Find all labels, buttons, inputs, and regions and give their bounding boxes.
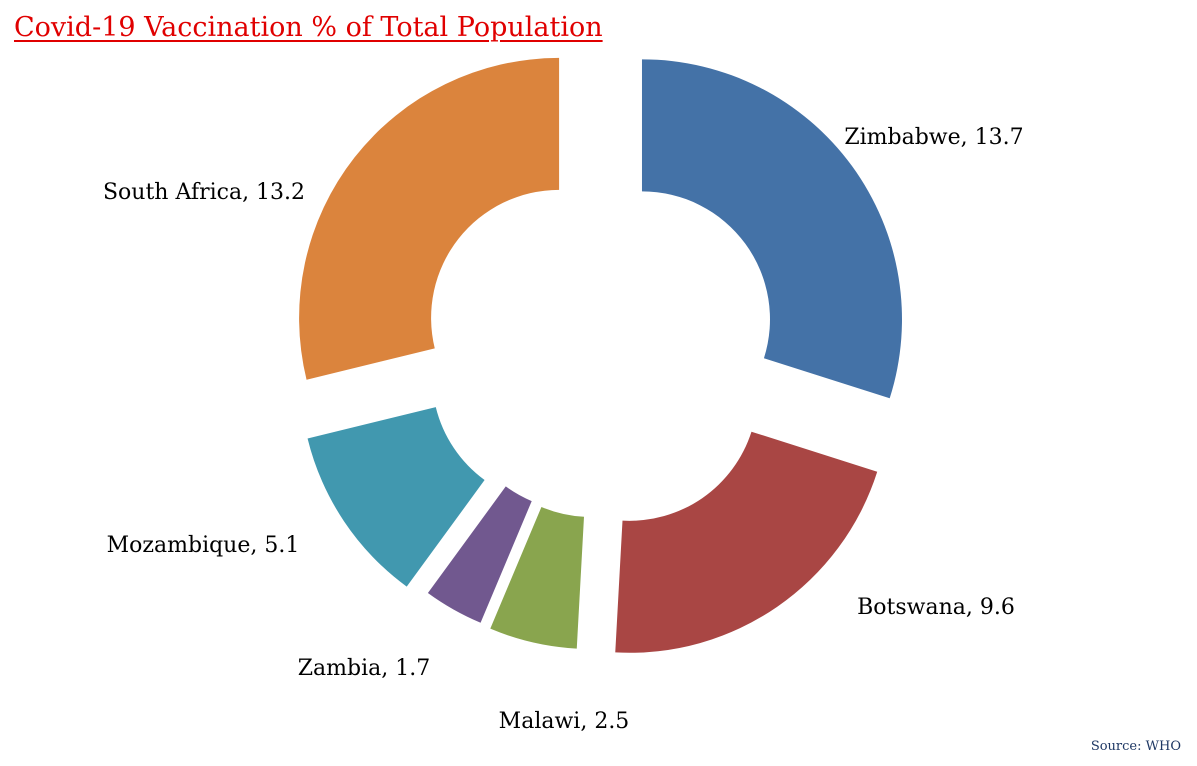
slice-zimbabwe bbox=[641, 59, 902, 399]
data-label-mozambique: Mozambique, 5.1 bbox=[107, 533, 300, 558]
labels-group: Zimbabwe, 13.7 Botswana, 9.6 Malawi, 2.5 Za… bbox=[103, 125, 1024, 734]
slice-malawi bbox=[490, 506, 584, 649]
data-label-zambia: Zambia, 1.7 bbox=[298, 656, 430, 681]
slice-botswana bbox=[615, 431, 878, 653]
slice-zambia bbox=[427, 486, 532, 623]
slices-group bbox=[299, 57, 902, 653]
slice-south-africa bbox=[299, 57, 560, 380]
chart-title: Covid-19 Vaccination % of Total Populati… bbox=[14, 12, 603, 43]
data-label-zimbabwe: Zimbabwe, 13.7 bbox=[844, 125, 1023, 150]
data-label-botswana: Botswana, 9.6 bbox=[857, 595, 1015, 620]
source-note: Source: WHO bbox=[1090, 739, 1181, 754]
data-label-malawi: Malawi, 2.5 bbox=[499, 709, 630, 734]
slice-mozambique bbox=[307, 407, 485, 587]
data-label-south-africa: South Africa, 13.2 bbox=[103, 180, 305, 205]
